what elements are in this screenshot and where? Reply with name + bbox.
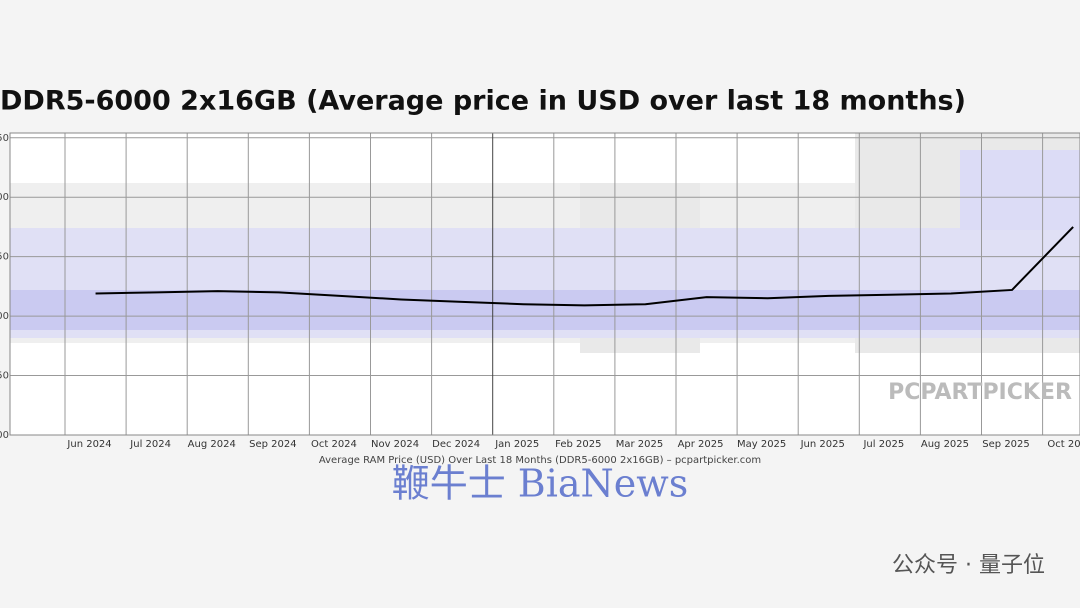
x-tick-label: Apr 2025	[678, 439, 724, 450]
plot-border	[9, 132, 1080, 436]
x-tick-label: Sep 2025	[982, 439, 1029, 450]
source-logo: 鞭牛士 BiaNews	[392, 462, 689, 506]
x-tick-label: Aug 2025	[921, 439, 969, 450]
y-tick-label: 50	[0, 371, 9, 382]
x-tick-label: Nov 2024	[371, 439, 419, 450]
y-tick-label: 00	[0, 192, 9, 203]
account-label: 公众号 · 量子位	[892, 553, 1045, 578]
x-tick-label: Jun 2025	[800, 439, 845, 450]
x-tick-label: Oct 2024	[311, 439, 357, 450]
y-tick-label: 00	[0, 430, 9, 441]
range-band	[10, 290, 1080, 330]
x-tick-label: Jul 2024	[129, 439, 171, 450]
x-tick-label: Jul 2025	[862, 439, 904, 450]
y-tick-label: 50	[0, 252, 9, 263]
y-tick-label: 00	[0, 311, 9, 322]
chart-title: DDR5-6000 2x16GB (Average price in USD o…	[0, 86, 966, 117]
x-tick-label: Mar 2025	[616, 439, 664, 450]
x-tick-label: Dec 2024	[432, 439, 480, 450]
x-tick-label: Sep 2024	[249, 439, 296, 450]
x-axis-label: Average RAM Price (USD) Over Last 18 Mon…	[319, 455, 761, 466]
range-band	[960, 150, 1080, 230]
x-tick-label: Feb 2025	[555, 439, 601, 450]
watermark: PCPARTPICKER	[888, 380, 1072, 405]
x-tick-label: Aug 2024	[188, 439, 236, 450]
x-tick-label: Oct 202	[1047, 439, 1080, 450]
x-tick-label: Jan 2025	[494, 439, 539, 450]
x-tick-label: May 2025	[737, 439, 786, 450]
price-line	[95, 226, 1074, 307]
x-tick-label: Jun 2024	[66, 439, 111, 450]
y-tick-label: 50	[0, 133, 9, 144]
